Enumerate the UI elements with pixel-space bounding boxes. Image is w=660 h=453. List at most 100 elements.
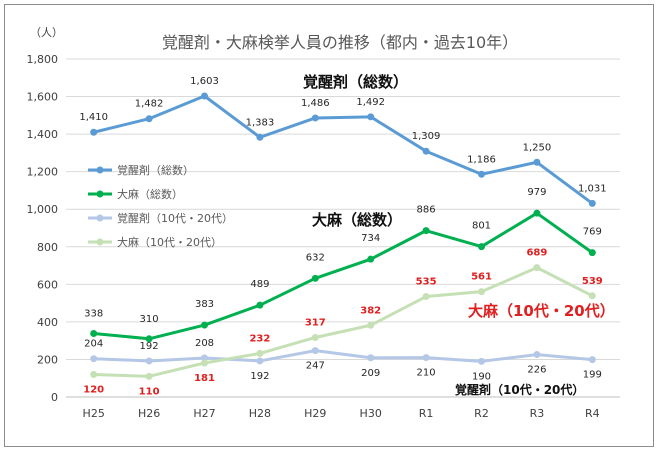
- data-label: 539: [582, 276, 603, 287]
- data-point: [533, 209, 541, 217]
- annotation-cannabis-total: 大麻（総数）: [312, 211, 402, 229]
- y-axis-unit: （人）: [30, 26, 63, 39]
- data-point: [367, 321, 375, 329]
- data-label: 192: [140, 341, 159, 352]
- data-label: 1,186: [467, 154, 496, 165]
- data-label: 226: [527, 365, 546, 376]
- data-point: [201, 359, 208, 367]
- series-line-2: [93, 349, 593, 363]
- data-point: [90, 370, 98, 378]
- data-point: [588, 249, 596, 257]
- data-label: 1,482: [135, 99, 164, 110]
- data-label: 208: [195, 338, 214, 349]
- data-point: [367, 354, 375, 362]
- data-label: 1,410: [79, 112, 108, 123]
- data-point: [367, 255, 375, 263]
- data-point: [422, 227, 430, 235]
- x-tick-label: H27: [193, 407, 215, 420]
- y-tick-label: 1,600: [27, 91, 59, 104]
- data-point: [90, 128, 98, 136]
- data-label: 382: [360, 305, 381, 316]
- data-point: [588, 199, 596, 207]
- data-point: [422, 293, 430, 301]
- data-point: [145, 372, 153, 380]
- series-line-1: [93, 211, 594, 341]
- data-point: [145, 335, 153, 343]
- x-tick-label: H26: [138, 407, 160, 420]
- legend-label-1: 大麻（総数）: [117, 187, 183, 201]
- y-tick-label: 1,400: [27, 128, 59, 141]
- legend-label-3: 大麻（10代・20代）: [117, 235, 222, 249]
- y-axis-ticks: 0 200 400 600 800 1,000 1,200 1,400 1,600 1,800: [27, 53, 59, 404]
- data-point: [422, 354, 430, 362]
- data-point: [256, 349, 264, 357]
- data-label: 317: [305, 317, 326, 328]
- data-label: 247: [306, 361, 325, 372]
- data-point: [367, 113, 375, 121]
- data-point: [478, 357, 485, 365]
- data-point: [533, 158, 541, 166]
- y-tick-label: 600: [37, 278, 58, 291]
- data-label: 689: [526, 248, 547, 259]
- data-label: 1,486: [301, 98, 330, 109]
- data-point: [588, 356, 596, 364]
- data-label: 979: [527, 187, 546, 198]
- data-point: [311, 347, 319, 355]
- data-label: 338: [84, 309, 103, 320]
- data-label: 110: [139, 386, 160, 397]
- data-label: 310: [140, 314, 159, 325]
- data-label: 383: [195, 299, 214, 310]
- y-tick-label: 1,000: [27, 203, 59, 216]
- data-label: 232: [249, 333, 270, 344]
- data-point: [201, 354, 208, 362]
- data-point: [256, 301, 264, 309]
- legend-marker-0: [96, 166, 104, 174]
- data-point: [256, 133, 264, 141]
- data-point: [256, 357, 264, 365]
- x-tick-label: H28: [249, 407, 271, 420]
- legend-marker-1: [96, 190, 104, 198]
- data-point: [145, 115, 153, 123]
- data-point: [201, 321, 208, 329]
- data-label: 190: [472, 371, 491, 382]
- data-label: 120: [83, 384, 104, 395]
- x-tick-label: R4: [585, 407, 600, 420]
- annotation-stim-total: 覚醒剤（総数）: [303, 73, 408, 91]
- legend-label-2: 覚醒剤（10代・20代）: [117, 211, 233, 225]
- legend-label-0: 覚醒剤（総数）: [117, 163, 194, 177]
- data-point: [422, 147, 430, 155]
- data-label: 209: [361, 368, 380, 379]
- x-tick-label: R2: [474, 407, 489, 420]
- data-point: [478, 288, 485, 296]
- data-label: 561: [471, 272, 492, 283]
- data-labels: 1,410 1,482 1,603 1,383 1,486 1,492 1,309 1,186…: [79, 76, 606, 397]
- data-label: 1,603: [190, 76, 219, 87]
- data-label: 1,492: [356, 97, 385, 108]
- x-tick-label: H29: [304, 407, 326, 420]
- data-point: [588, 292, 596, 300]
- data-point: [533, 351, 541, 359]
- data-label: 769: [583, 227, 602, 238]
- series-group: [90, 92, 596, 380]
- x-tick-label: R1: [419, 407, 434, 420]
- annotation-cannabis-youth: 大麻（10代・20代）: [468, 302, 615, 320]
- x-tick-label: R3: [530, 407, 545, 420]
- data-label: 489: [250, 279, 269, 290]
- data-label: 1,309: [412, 131, 441, 142]
- annotation-stim-youth: 覚醒剤（10代・20代）: [455, 382, 584, 397]
- data-point: [90, 330, 98, 338]
- data-label: 632: [306, 252, 325, 263]
- data-point: [311, 333, 319, 341]
- legend: 覚醒剤（総数） 大麻（総数） 覚醒剤（10代・20代） 大麻（10代・20代）: [88, 163, 233, 249]
- data-point: [478, 170, 485, 178]
- data-point: [533, 264, 541, 272]
- series-line-3: [93, 266, 593, 378]
- data-label: 886: [417, 205, 436, 216]
- chart-title: 覚醒剤・大麻検挙人員の推移（都内・過去10年）: [162, 33, 518, 52]
- data-label: 181: [194, 373, 215, 384]
- data-point: [311, 274, 319, 282]
- x-tick-label: H25: [83, 407, 105, 420]
- x-tick-label: H30: [360, 407, 382, 420]
- y-tick-label: 400: [37, 316, 58, 329]
